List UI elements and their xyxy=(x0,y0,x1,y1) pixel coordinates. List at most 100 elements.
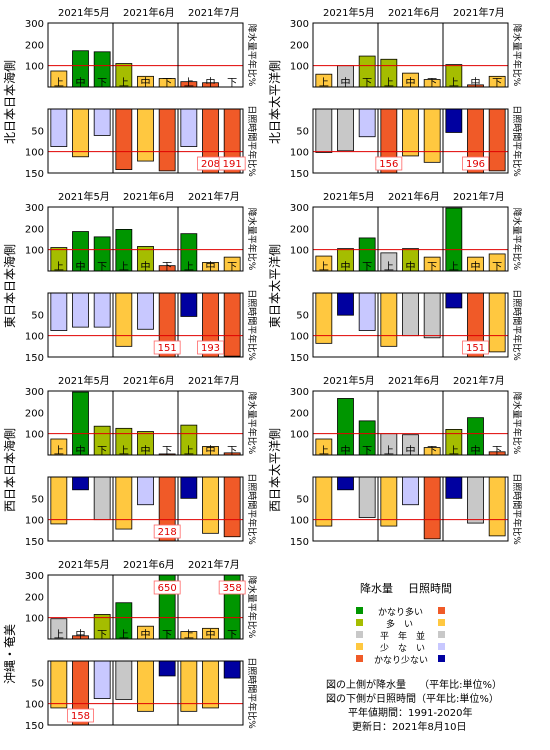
period-label: 上 xyxy=(119,77,129,89)
period-label: 中 xyxy=(341,76,351,89)
precip-frame xyxy=(47,390,244,456)
sun-bar xyxy=(158,109,176,172)
precip-tick-label: 200 xyxy=(25,224,44,235)
sun-bar xyxy=(180,109,198,147)
sun-axis-label: 日照時間平年比% xyxy=(246,105,258,177)
precip-tick-label: 200 xyxy=(25,40,44,51)
sun-bar xyxy=(488,293,506,353)
sun-bar xyxy=(202,109,219,173)
sun-bars xyxy=(315,477,506,540)
sun-bar xyxy=(315,293,333,344)
precip-frame xyxy=(312,390,509,456)
period-label: 下 xyxy=(97,630,107,641)
sun-frame xyxy=(47,660,244,726)
sun-tick-label: 150 xyxy=(290,169,309,180)
precip-tick-label: 100 xyxy=(25,62,44,73)
precip-bar xyxy=(445,207,463,271)
period-label: 中 xyxy=(206,76,216,89)
precip-tick-label: 200 xyxy=(290,408,309,419)
precip-bar xyxy=(137,75,154,87)
period-label: 下 xyxy=(492,262,502,273)
precip-bar xyxy=(202,627,219,639)
precip-bar xyxy=(315,438,333,455)
precip-bar xyxy=(202,262,219,271)
precip-bar xyxy=(423,447,441,455)
sun-bar xyxy=(158,661,176,677)
precip-axis-label: 降水量平年比% xyxy=(246,24,258,87)
period-label: 上 xyxy=(54,445,64,457)
sun-bar xyxy=(137,293,154,330)
sun-bar xyxy=(223,477,241,538)
precip-bar xyxy=(115,427,133,455)
sun-tick-label: 50 xyxy=(31,126,44,137)
sun-bar xyxy=(358,477,376,518)
precip-bar xyxy=(358,237,376,271)
period-label: 中 xyxy=(76,444,86,457)
sun-bar xyxy=(423,109,441,163)
sun-bar xyxy=(72,109,89,158)
legend-precip-swatch xyxy=(356,643,363,650)
sun-bar xyxy=(402,477,419,506)
sun-bar xyxy=(223,109,241,173)
period-label: 上 xyxy=(119,629,129,641)
precip-bar xyxy=(50,70,68,87)
precip-bar xyxy=(402,248,419,271)
sun-frame xyxy=(312,108,509,174)
sun-axis-label: 日照時間平年比% xyxy=(511,473,523,545)
precip-bar xyxy=(115,602,133,639)
sun-tick-label: 100 xyxy=(290,516,309,527)
sun-tick-label: 150 xyxy=(25,353,44,364)
sun-value-label: 218 xyxy=(158,527,177,538)
period-label: 中 xyxy=(471,444,481,457)
precip-bar xyxy=(402,434,419,455)
period-label: 下 xyxy=(227,262,237,273)
sun-bars xyxy=(50,661,241,725)
sun-tick-label: 100 xyxy=(25,700,44,711)
period-label: 下 xyxy=(162,262,172,273)
precip-bar xyxy=(488,253,506,271)
sun-tick-label: 150 xyxy=(25,537,44,548)
precip-bar xyxy=(423,79,441,87)
month-label: 2021年6月 xyxy=(388,190,440,203)
sun-bar xyxy=(380,477,398,527)
period-label: 中 xyxy=(141,628,151,641)
sun-value-label: 193 xyxy=(201,343,220,354)
sun-tick-label: 50 xyxy=(31,310,44,321)
period-label: 中 xyxy=(471,260,481,273)
sun-tick-label: 50 xyxy=(296,310,309,321)
precip-bars xyxy=(50,391,241,455)
precip-bar xyxy=(72,50,89,87)
period-label: 下 xyxy=(492,78,502,89)
sun-bar xyxy=(180,477,198,499)
precip-frame xyxy=(312,22,509,88)
precip-bar xyxy=(180,424,198,455)
sun-value-box xyxy=(153,340,181,355)
sun-bar xyxy=(93,293,111,328)
precip-bar xyxy=(180,233,198,271)
sun-bar xyxy=(445,109,463,133)
precip-tick-label: 100 xyxy=(290,246,309,257)
precip-bar xyxy=(93,51,111,87)
legend-sun-swatch xyxy=(438,631,445,638)
sun-value-box xyxy=(153,524,181,539)
sun-value-label: 191 xyxy=(223,159,242,170)
period-label: 中 xyxy=(141,444,151,457)
precip-bars xyxy=(315,398,506,455)
precip-axis-label: 降水量平年比% xyxy=(511,208,523,271)
precip-tick-label: 300 xyxy=(290,19,309,30)
period-label: 中 xyxy=(141,76,151,89)
period-label: 下 xyxy=(492,446,502,457)
sun-axis-label: 日照時間平年比% xyxy=(246,289,258,361)
precip-bar xyxy=(202,446,219,455)
period-label: 下 xyxy=(362,446,372,457)
period-label: 上 xyxy=(384,77,394,89)
precip-tick-label: 300 xyxy=(25,387,44,398)
region-label: 東日本日本海側 xyxy=(2,244,17,328)
sun-bar xyxy=(402,293,419,337)
precip-bar xyxy=(488,75,506,87)
sun-axis-label: 日照時間平年比% xyxy=(246,657,258,729)
period-label: 中 xyxy=(406,76,416,89)
note-normal-period: 平年値期間：1991-2020年 xyxy=(348,708,473,719)
